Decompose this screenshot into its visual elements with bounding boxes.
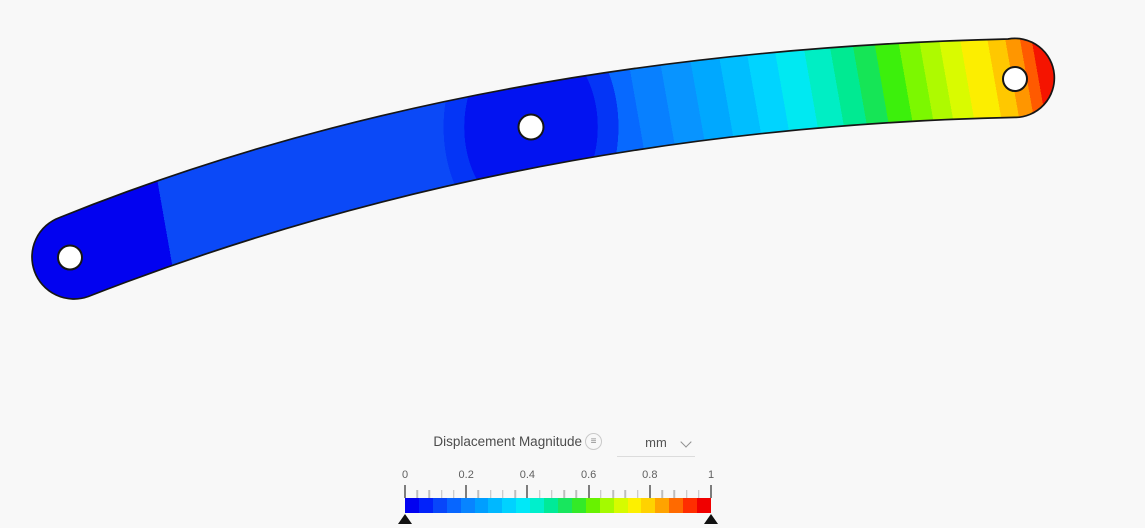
major-tick — [710, 485, 712, 498]
minor-tick — [502, 490, 504, 498]
colorbar-segment — [599, 498, 614, 513]
part-outline — [31, 37, 1056, 300]
chevron-down-icon — [680, 436, 692, 448]
colorbar-segment — [669, 498, 684, 513]
result-legend: Displacement Magnitude ≡ mm 0 0.2 0.4 0.6 0.… — [398, 428, 718, 528]
minor-tick — [661, 490, 663, 498]
menu-icon: ≡ — [590, 436, 597, 447]
minor-tick — [440, 490, 443, 498]
part-hole — [57, 244, 83, 271]
minor-tick — [514, 490, 516, 498]
legend-title: Displacement Magnitude — [433, 434, 582, 449]
colorbar-labels: 0 0.2 0.4 0.6 0.8 1 — [401, 469, 715, 482]
colorbar — [405, 498, 711, 513]
colorbar-segment — [516, 498, 531, 513]
colorbar-segment — [488, 498, 503, 513]
minor-tick — [551, 490, 553, 498]
colorbar-segment — [613, 498, 628, 513]
colorbar-tick-label: 1 — [707, 469, 715, 481]
minor-tick — [538, 490, 541, 498]
model-part[interactable] — [31, 37, 1056, 300]
minor-tick — [612, 490, 614, 498]
unit-value: mm — [645, 435, 667, 450]
minor-tick — [416, 490, 418, 498]
major-tick — [404, 485, 406, 498]
minor-tick — [489, 490, 492, 498]
colorbar-tick-label: 0.4 — [519, 469, 536, 481]
major-tick — [648, 485, 651, 498]
colorbar-segment — [432, 498, 447, 513]
colorbar-ticks — [404, 485, 712, 498]
colorbar-segment — [641, 498, 656, 513]
unit-select[interactable]: mm — [617, 430, 695, 457]
legend-menu-button[interactable]: ≡ — [585, 433, 602, 450]
colorbar-segment — [557, 498, 572, 513]
colorbar-segment — [474, 498, 489, 513]
part-mid-hole-contour — [31, 38, 1055, 300]
minor-tick — [636, 490, 639, 498]
colorbar-segment — [683, 498, 698, 513]
colorbar-tick-label: 0.6 — [580, 469, 597, 481]
colorbar-segment — [627, 498, 642, 513]
major-tick — [465, 485, 468, 498]
minor-tick — [624, 490, 627, 498]
minor-tick — [698, 490, 700, 498]
colorbar-segment — [571, 498, 586, 513]
minor-tick — [673, 490, 676, 498]
part-hole — [517, 113, 545, 141]
colorbar-segment — [655, 498, 670, 513]
part-hole — [1002, 66, 1028, 92]
colorbar-max-handle[interactable] — [704, 514, 718, 524]
minor-tick — [477, 490, 480, 498]
minor-tick — [575, 490, 578, 498]
major-tick — [526, 485, 529, 498]
minor-tick — [685, 490, 688, 498]
colorbar-tick-label: 0 — [401, 469, 409, 481]
colorbar-tick-label: 0.2 — [458, 469, 474, 481]
colorbar-segment — [530, 498, 545, 513]
colorbar-segment — [697, 498, 711, 513]
colorbar-segment — [446, 498, 461, 513]
minor-tick — [600, 490, 602, 498]
colorbar-segment — [544, 498, 558, 513]
colorbar-min-handle[interactable] — [398, 514, 412, 524]
minor-tick — [563, 490, 565, 498]
colorbar-tick-label: 0.8 — [642, 469, 658, 481]
minor-tick — [453, 490, 455, 498]
colorbar-segment — [460, 498, 475, 513]
major-tick — [587, 485, 590, 498]
colorbar-segment — [502, 498, 517, 513]
minor-tick — [428, 490, 431, 498]
colorbar-segment — [585, 498, 600, 513]
colorbar-segment — [405, 498, 419, 513]
colorbar-segment — [418, 498, 433, 513]
